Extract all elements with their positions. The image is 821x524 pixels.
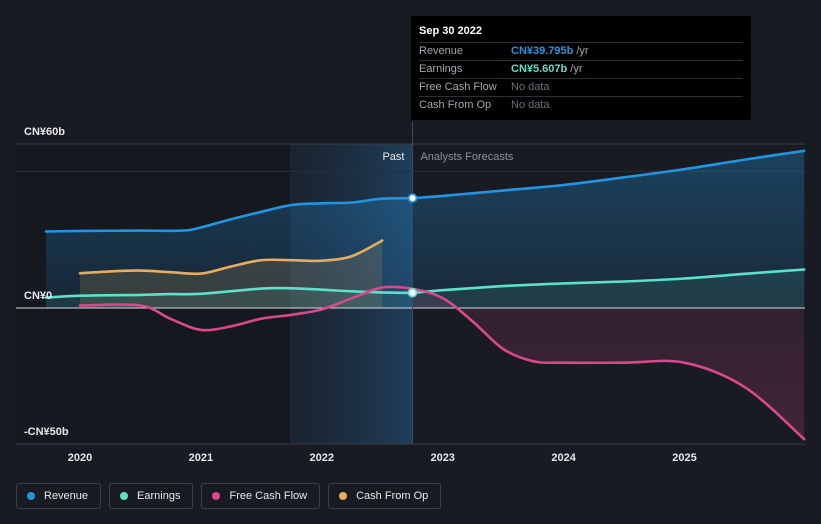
tooltip-value: No data xyxy=(511,81,550,93)
tooltip-value: CN¥39.795b xyxy=(511,45,574,57)
x-tick-label: 2025 xyxy=(672,452,696,464)
tooltip-date: Sep 30 2022 xyxy=(419,25,482,37)
legend-item-cash-from-op[interactable]: Cash From Op xyxy=(328,483,442,509)
tooltip-unit: /yr xyxy=(576,45,589,57)
earnings-hover-marker xyxy=(407,287,418,298)
legend-item-free-cash-flow[interactable]: Free Cash Flow xyxy=(201,483,321,509)
legend-item-revenue[interactable]: Revenue xyxy=(16,483,102,509)
legend-label: Revenue xyxy=(44,490,89,502)
free-cash-flow-line xyxy=(78,285,806,441)
legend-item-earnings[interactable]: Earnings xyxy=(109,483,194,509)
x-tick-label: 2023 xyxy=(430,452,454,464)
cash-from-op-area xyxy=(80,240,383,308)
hover-tooltip: Sep 30 2022 Revenue CN¥39.795b /yr Earni… xyxy=(411,16,751,120)
legend-dot-icon xyxy=(120,492,129,500)
tooltip-row-free-cash-flow: Free Cash Flow No data xyxy=(419,78,743,96)
legend-dot-icon xyxy=(339,492,348,500)
tooltip-label: Revenue xyxy=(419,45,464,57)
legend-dot-icon xyxy=(27,492,35,500)
y-tick-label-top: CN¥60b xyxy=(24,126,65,138)
y-tick-label-zero: CN¥0 xyxy=(24,290,53,302)
revenue-line xyxy=(44,149,806,233)
tooltip-label: Free Cash Flow xyxy=(419,81,497,93)
chart-legend: Revenue Earnings Free Cash Flow Cash Fro… xyxy=(16,483,442,509)
revenue-area xyxy=(46,150,805,308)
forecast-label: Analysts Forecasts xyxy=(420,151,513,163)
legend-dot-icon xyxy=(212,492,221,500)
legend-label: Free Cash Flow xyxy=(229,490,308,502)
y-tick-label-bottom: -CN¥50b xyxy=(24,426,69,438)
tooltip-value: CN¥5.607b xyxy=(511,63,568,75)
earnings-area xyxy=(46,269,805,308)
legend-label: Earnings xyxy=(137,490,181,502)
revenue-hover-marker xyxy=(407,193,418,204)
free-cash-flow-forecast-area xyxy=(412,288,805,440)
tooltip-unit: /yr xyxy=(570,63,583,75)
tooltip-row-earnings: Earnings CN¥5.607b /yr xyxy=(419,60,743,78)
x-tick-label: 2020 xyxy=(68,452,92,464)
tooltip-value: No data xyxy=(511,99,550,111)
x-tick-label: 2022 xyxy=(310,452,334,464)
tooltip-row-revenue: Revenue CN¥39.795b /yr xyxy=(419,42,743,60)
tooltip-label: Cash From Op xyxy=(419,99,492,111)
x-tick-label: 2024 xyxy=(551,452,576,464)
tooltip-row-cash-from-op: Cash From Op No data xyxy=(419,96,743,114)
cash-from-op-line xyxy=(78,239,384,276)
past-label: Past xyxy=(382,151,404,163)
legend-label: Cash From Op xyxy=(356,490,429,502)
tooltip-label: Earnings xyxy=(419,63,463,75)
x-tick-label: 2021 xyxy=(189,452,213,464)
